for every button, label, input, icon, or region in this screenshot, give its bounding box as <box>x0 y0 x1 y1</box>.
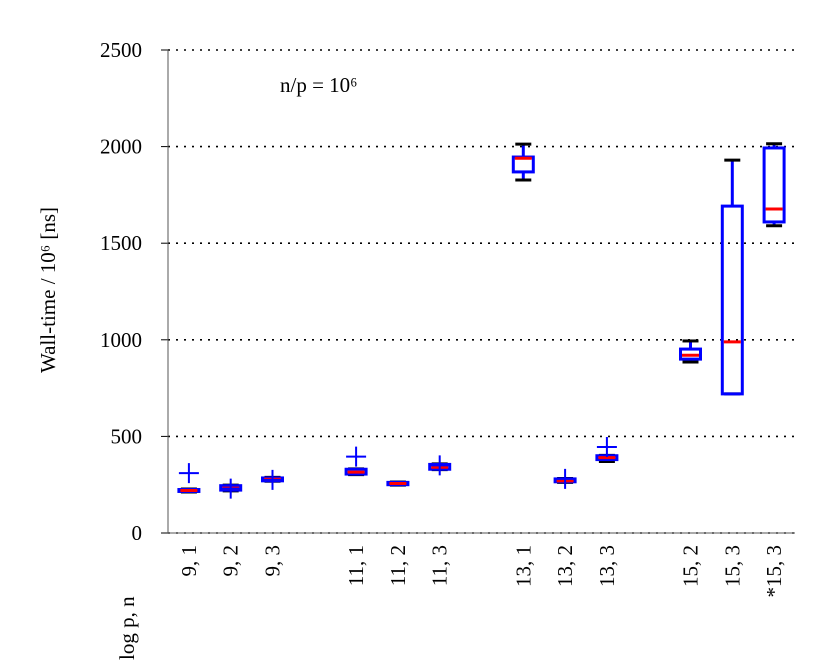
x-tick-label: 9, 2 <box>219 545 243 577</box>
outlier <box>346 446 367 467</box>
x-tick-label: 13, 3 <box>595 545 619 587</box>
y-axis-label: Wall-time / 10⁶ [ns] <box>36 207 60 373</box>
outlier <box>555 468 576 489</box>
annotation: n/p = 10⁶ <box>280 73 358 97</box>
x-tick-label: 13, 2 <box>553 545 577 587</box>
x-axis-label: log p, n <box>115 596 139 660</box>
x-tick-label: 15, 2 <box>679 545 703 587</box>
y-tick-label: 1000 <box>100 328 142 352</box>
box <box>720 204 744 396</box>
y-tick-label: 500 <box>111 424 143 448</box>
y-tick-label: 0 <box>132 521 143 545</box>
box <box>679 347 702 361</box>
x-tick-label: 11, 3 <box>428 545 452 586</box>
x-tick-label: 13, 1 <box>511 545 535 587</box>
y-tick-label: 1500 <box>100 231 142 255</box>
x-tick-label: 9, 1 <box>177 545 201 577</box>
outlier <box>596 437 617 458</box>
x-tick-label: 9, 3 <box>261 545 285 577</box>
outlier <box>178 463 199 484</box>
x-tick-label: 11, 2 <box>386 545 410 586</box>
y-tick-label: 2000 <box>100 135 142 159</box>
x-tick-label: 11, 1 <box>344 545 368 586</box>
box <box>762 146 786 224</box>
outlier <box>429 455 450 476</box>
outlier <box>220 478 241 499</box>
x-tick-label: *15, 3 <box>762 545 786 598</box>
y-tick-label: 2500 <box>100 38 142 62</box>
outlier <box>262 469 283 490</box>
x-tick-label: 15, 3 <box>720 545 744 587</box>
box <box>344 467 368 476</box>
